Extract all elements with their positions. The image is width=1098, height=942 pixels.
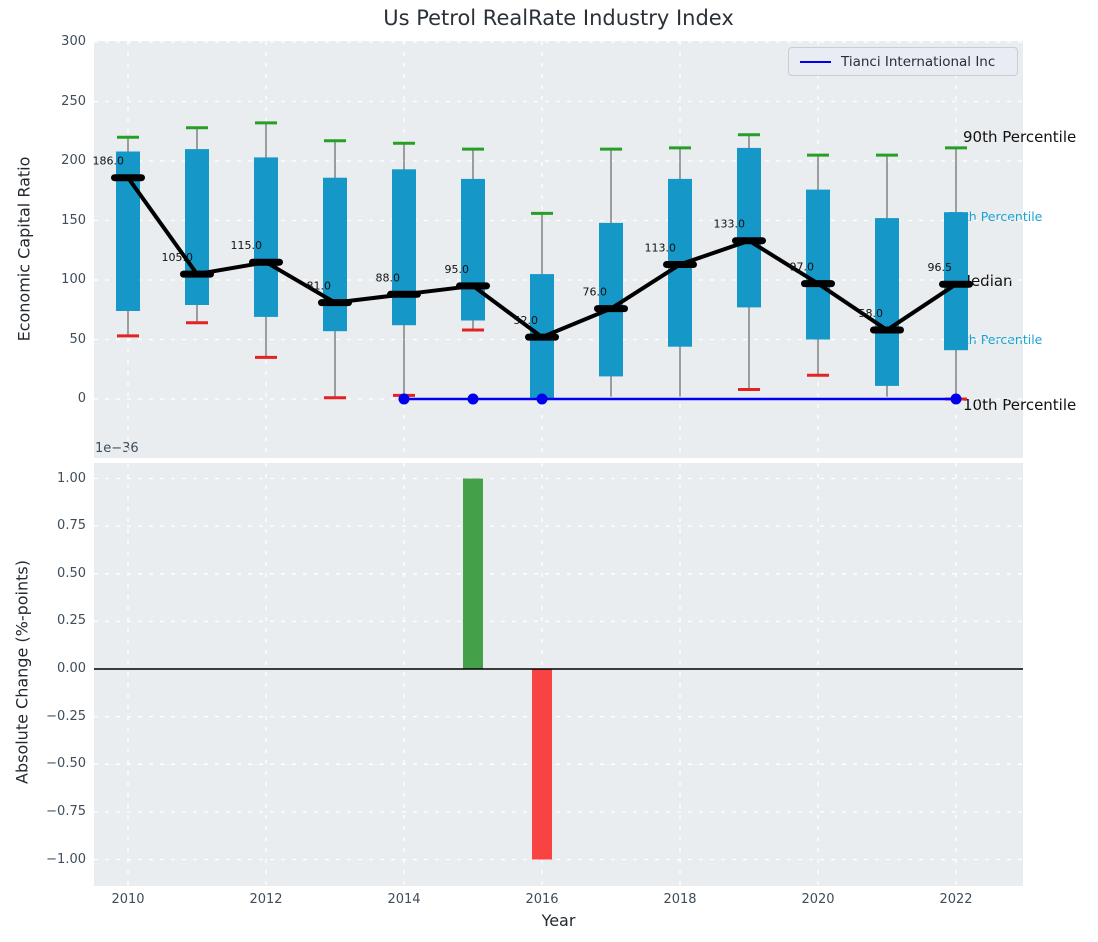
iqr-box-2017 <box>599 222 623 377</box>
annotation-10th-percentile: 10th Percentile <box>963 396 1077 414</box>
iqr-box-2011 <box>185 149 209 305</box>
iqr-box-2014 <box>392 169 416 326</box>
y-tick-label: 0 <box>77 391 86 406</box>
x-tick-label: 2010 <box>111 892 145 907</box>
median-value-label: 115.0 <box>231 239 263 252</box>
y-tick-label: 100 <box>61 272 86 287</box>
top-plot-area <box>94 41 1023 458</box>
x-tick-label: 2022 <box>939 892 973 907</box>
x-tick-label: 2014 <box>387 892 421 907</box>
iqr-box-2015 <box>461 178 485 321</box>
median-value-label: 186.0 <box>93 155 125 168</box>
y-tick-label: −0.25 <box>46 709 86 724</box>
y-tick-label: 0.75 <box>57 518 86 533</box>
company-marker-2014 <box>398 393 410 405</box>
y-tick-label: 300 <box>61 34 86 49</box>
median-dash-2018 <box>663 261 697 268</box>
legend-label: Tianci International Inc <box>841 53 996 70</box>
median-value-label: 58.0 <box>859 307 884 320</box>
y-tick-label: 0.25 <box>57 613 86 628</box>
median-value-label: 133.0 <box>714 218 746 231</box>
change-bar-2015 <box>463 478 483 669</box>
median-value-label: 113.0 <box>645 242 677 255</box>
x-axis-label: Year <box>541 911 576 930</box>
iqr-box-2021 <box>875 218 899 386</box>
company-marker-2016 <box>536 393 548 405</box>
median-dash-2020 <box>801 280 835 288</box>
bottom-chart-svg <box>94 463 1023 886</box>
median-dash-2010 <box>111 174 145 182</box>
y-tick-label: 1.00 <box>57 471 86 486</box>
axis-offset-label: 1e−36 <box>95 441 139 456</box>
median-value-label: 97.0 <box>790 261 815 274</box>
median-dash-2011 <box>180 270 214 278</box>
x-tick-label: 2012 <box>249 892 283 907</box>
y-tick-label: 0.50 <box>57 566 86 581</box>
median-value-label: 95.0 <box>445 263 470 276</box>
iqr-box-2013 <box>323 177 347 332</box>
y-tick-label: 250 <box>61 94 86 109</box>
x-tick-label: 2016 <box>525 892 559 907</box>
top-chart-svg: 186.0 105.0 115.0 81.0 88.0 95.0 52.0 76.0 113.0… <box>93 41 1023 458</box>
median-value-label: 88.0 <box>376 271 401 284</box>
median-dash-2021 <box>870 326 904 334</box>
median-value-label: 76.0 <box>583 286 608 299</box>
iqr-box-2020 <box>806 189 830 340</box>
median-value-label: 105.0 <box>162 251 194 264</box>
annotation-25th-percentile: 25th Percentile <box>948 332 1043 347</box>
annotation-90th-percentile: 90th Percentile <box>963 128 1077 146</box>
iqr-box-2019 <box>737 147 761 308</box>
y-tick-label: 50 <box>69 332 86 347</box>
company-marker-2022 <box>950 393 962 405</box>
change-bar-2016 <box>532 669 552 860</box>
median-dash-2014 <box>387 290 421 298</box>
y-tick-label: 150 <box>61 213 86 228</box>
median-value-label: 81.0 <box>307 280 332 293</box>
median-dash-2019 <box>732 237 766 245</box>
median-dash-2012 <box>249 258 283 266</box>
median-dash-2015 <box>456 282 490 290</box>
x-tick-label: 2020 <box>801 892 835 907</box>
median-dash-2022 <box>939 280 973 288</box>
y-tick-label: −1.00 <box>46 852 86 867</box>
iqr-box-2012 <box>254 157 278 317</box>
y-tick-label: 0.00 <box>57 661 86 676</box>
legend: Tianci International Inc <box>788 47 1018 76</box>
y-tick-label: −0.50 <box>46 756 86 771</box>
median-value-label: 96.5 <box>928 261 953 274</box>
chart-title: Us Petrol RealRate Industry Index <box>383 6 734 30</box>
bottom-plot-area <box>94 463 1023 886</box>
y-tick-label: −0.75 <box>46 804 86 819</box>
median-dash-2016 <box>525 333 559 341</box>
median-value-label: 52.0 <box>514 314 539 327</box>
median-dash-2013 <box>318 299 352 307</box>
median-dash-2017 <box>594 305 628 313</box>
company-marker-2015 <box>467 393 479 405</box>
legend-line-swatch <box>800 60 831 63</box>
x-tick-label: 2018 <box>663 892 697 907</box>
y-tick-label: 200 <box>61 153 86 168</box>
